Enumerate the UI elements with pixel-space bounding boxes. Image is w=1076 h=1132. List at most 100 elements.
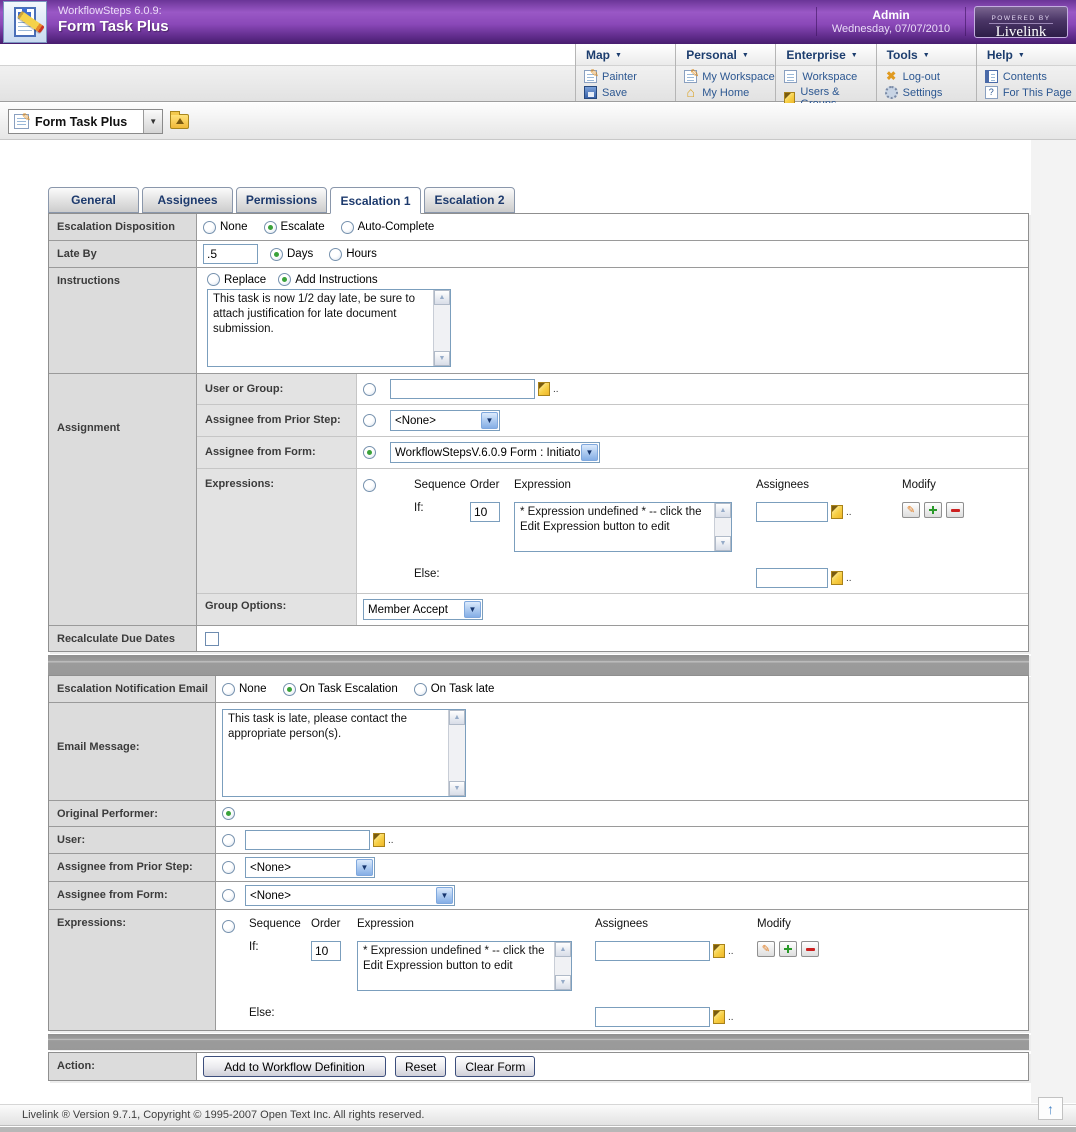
radio-replace[interactable]: Replace: [207, 273, 266, 286]
menu-item-settings[interactable]: Settings: [884, 86, 976, 99]
select-arrow-icon[interactable]: ▼: [581, 444, 598, 461]
browse-note-icon[interactable]: [831, 505, 843, 519]
radio-add-instructions[interactable]: Add Instructions: [278, 273, 378, 286]
scroll-up-icon[interactable]: ▲: [449, 710, 465, 725]
scroll-up-icon[interactable]: ▲: [555, 942, 571, 957]
menu-item-workspace[interactable]: Workspace: [784, 70, 875, 83]
menu-enterprise-header[interactable]: Enterprise ▼: [776, 44, 876, 65]
radio-notif-from-form[interactable]: [222, 889, 235, 902]
radio-user-or-group[interactable]: [363, 382, 376, 396]
scrollbar[interactable]: ▲ ▼: [448, 710, 465, 796]
scroll-down-icon[interactable]: ▼: [555, 975, 571, 990]
user-or-group-input[interactable]: [390, 379, 535, 399]
back-to-top-button[interactable]: ↑: [1038, 1097, 1063, 1120]
menu-item-contents[interactable]: Contents: [984, 70, 1076, 83]
browse-note-icon[interactable]: [713, 1010, 725, 1024]
radio-icon-selected[interactable]: [270, 247, 283, 261]
order-input[interactable]: [311, 941, 341, 961]
tab-permissions[interactable]: Permissions: [236, 187, 327, 213]
else-assignees-input[interactable]: [595, 1007, 710, 1027]
scroll-down-icon[interactable]: ▼: [715, 536, 731, 551]
user-input[interactable]: [245, 830, 370, 850]
radio-icon[interactable]: [203, 220, 216, 234]
instructions-textarea[interactable]: This task is now 1/2 day late, be sure t…: [207, 289, 451, 367]
menu-item-logout[interactable]: ✖ Log-out: [886, 69, 940, 83]
radio-notif-expressions[interactable]: [222, 920, 235, 933]
add-expression-button[interactable]: [924, 502, 942, 518]
menu-item-my-home[interactable]: ⌂ My Home: [684, 85, 775, 99]
browse-note-icon[interactable]: [831, 571, 843, 585]
radio-assignee-prior-step[interactable]: [363, 414, 376, 427]
menu-help-header[interactable]: Help ▼: [976, 44, 1076, 65]
radio-on-task-escalation[interactable]: On Task Escalation: [282, 682, 398, 696]
radio-on-task-late[interactable]: On Task late: [413, 682, 494, 696]
remove-expression-button[interactable]: [801, 941, 819, 957]
radio-hours[interactable]: Hours: [329, 247, 377, 261]
assignees-input[interactable]: [595, 941, 710, 961]
select-arrow-icon[interactable]: ▼: [464, 601, 481, 618]
scroll-up-icon[interactable]: ▲: [434, 290, 450, 305]
menu-map-header[interactable]: Map ▼: [576, 44, 676, 65]
recalculate-checkbox[interactable]: [205, 631, 219, 646]
tab-escalation-2[interactable]: Escalation 2: [424, 187, 515, 213]
assignees-input[interactable]: [756, 502, 828, 522]
function-menu[interactable]: Form Task Plus ▼: [8, 109, 164, 134]
radio-icon-selected[interactable]: [278, 273, 292, 286]
radio-icon[interactable]: [340, 220, 354, 234]
group-options-select[interactable]: Member Accept ▼: [363, 599, 483, 620]
menu-tools-header[interactable]: Tools ▼: [876, 44, 976, 65]
radio-email-none[interactable]: None: [222, 682, 267, 696]
prior-step-select[interactable]: <None> ▼: [390, 410, 500, 431]
select-arrow-icon[interactable]: ▼: [481, 412, 498, 429]
scrollbar[interactable]: ▲ ▼: [554, 942, 571, 990]
radio-disposition-escalate[interactable]: Escalate: [263, 220, 325, 234]
function-menu-dropdown[interactable]: ▼: [143, 110, 163, 133]
radio-user[interactable]: [222, 833, 235, 847]
order-input[interactable]: [470, 502, 500, 522]
scrollbar[interactable]: ▲ ▼: [714, 503, 731, 551]
scroll-down-icon[interactable]: ▼: [434, 351, 450, 366]
select-arrow-icon[interactable]: ▼: [356, 859, 373, 876]
radio-icon[interactable]: [413, 682, 427, 696]
expression-textarea[interactable]: * Expression undefined * -- click the Ed…: [514, 502, 732, 552]
remove-expression-button[interactable]: [946, 502, 964, 518]
scroll-up-icon[interactable]: ▲: [715, 503, 731, 518]
reset-button[interactable]: Reset: [395, 1056, 447, 1077]
folder-up-icon[interactable]: [170, 111, 190, 129]
from-form-select[interactable]: WorkflowStepsV.6.0.9 Form : Initiator ▼: [390, 442, 600, 463]
browse-note-icon[interactable]: [373, 833, 385, 847]
radio-assignee-from-form-selected[interactable]: [363, 446, 376, 459]
browse-note-icon[interactable]: [538, 382, 550, 396]
scrollbar[interactable]: ▲ ▼: [433, 290, 450, 366]
radio-notif-prior-step[interactable]: [222, 861, 235, 874]
radio-icon[interactable]: [222, 682, 235, 696]
select-arrow-icon[interactable]: ▼: [436, 887, 453, 904]
radio-expressions[interactable]: [363, 479, 376, 492]
tab-escalation-1[interactable]: Escalation 1: [330, 187, 421, 214]
edit-expression-button[interactable]: ✎: [902, 502, 920, 518]
browse-note-icon[interactable]: [713, 944, 725, 958]
menu-item-save[interactable]: Save: [584, 86, 675, 99]
edit-expression-button[interactable]: ✎: [757, 941, 775, 957]
menu-item-my-workspace[interactable]: My Workspace: [684, 67, 775, 83]
radio-icon-selected[interactable]: [263, 220, 277, 234]
email-message-textarea[interactable]: This task is late, please contact the ap…: [222, 709, 466, 797]
tab-general[interactable]: General: [48, 187, 139, 213]
menu-item-for-this-page[interactable]: ? For This Page: [984, 86, 1076, 99]
radio-disposition-none[interactable]: None: [203, 220, 248, 234]
menu-personal-header[interactable]: Personal ▼: [676, 44, 776, 65]
radio-original-performer-selected[interactable]: [222, 807, 235, 820]
add-expression-button[interactable]: [779, 941, 797, 957]
scroll-down-icon[interactable]: ▼: [449, 781, 465, 796]
radio-icon[interactable]: [207, 273, 220, 286]
tab-assignees[interactable]: Assignees: [142, 187, 233, 213]
expression-textarea[interactable]: * Expression undefined * -- click the Ed…: [357, 941, 572, 991]
radio-disposition-auto-complete[interactable]: Auto-Complete: [340, 220, 434, 234]
else-assignees-input[interactable]: [756, 568, 828, 588]
notif-prior-step-select[interactable]: <None> ▼: [245, 857, 375, 878]
clear-form-button[interactable]: Clear Form: [455, 1056, 536, 1077]
notif-from-form-select[interactable]: <None> ▼: [245, 885, 455, 906]
late-by-input[interactable]: [203, 244, 258, 264]
add-to-workflow-definition-button[interactable]: Add to Workflow Definition: [203, 1056, 386, 1077]
radio-icon-selected[interactable]: [282, 682, 296, 696]
